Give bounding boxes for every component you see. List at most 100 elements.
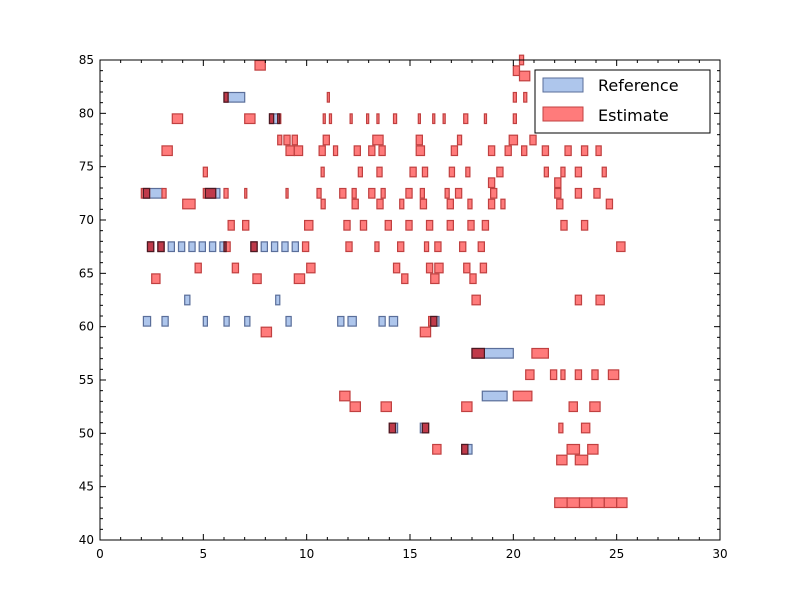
estimate-note [326,91,330,103]
estimate-note [444,187,450,199]
estimate-note [353,145,362,157]
estimate-note [531,347,550,359]
estimate-note [320,198,326,210]
estimate-note [328,113,333,125]
estimate-note [244,187,248,199]
estimate-note [523,91,528,103]
estimate-note [461,401,473,413]
estimate-note [332,145,339,157]
estimate-note [446,219,455,231]
estimate-note [182,198,196,210]
y-tick-label: 45 [79,480,94,494]
estimate-note [366,113,370,125]
estimate-note [463,113,469,125]
reference-note [378,315,386,327]
y-tick-label: 40 [79,533,94,547]
estimate-note [483,113,488,125]
reference-note [281,241,289,253]
legend-reference-swatch [542,77,584,93]
estimate-note [587,443,599,455]
estimate-note [304,219,314,231]
estimate-note [593,187,601,199]
estimate-note [415,134,424,146]
y-tick-label: 75 [79,160,94,174]
estimate-note [242,219,250,231]
estimate-note [368,187,376,199]
estimate-note [529,134,537,146]
estimate-note [161,187,167,199]
estimate-note [227,219,235,231]
y-tick-label: 85 [79,53,94,67]
reference-note [388,315,399,327]
estimate-note [419,326,432,338]
y-tick-label: 60 [79,320,94,334]
y-tick-label: 65 [79,266,94,280]
estimate-note [454,187,463,199]
estimate-note [322,113,326,125]
estimate-note [601,166,607,178]
reference-note [188,241,196,253]
estimate-note [415,145,426,157]
overlap-note [157,241,165,253]
estimate-note [397,241,405,253]
estimate-note [419,198,428,210]
legend-estimate-label: Estimate [598,106,669,125]
estimate-note [554,187,562,199]
estimate-note [419,187,425,199]
estimate-note [318,145,326,157]
estimate-note [574,294,583,306]
estimate-note [285,187,289,199]
estimate-note [566,497,581,509]
estimate-note [339,390,351,402]
estimate-note [434,262,444,274]
estimate-note [376,113,380,125]
estimate-note [161,145,173,157]
estimate-note [605,198,614,210]
overlap-note [250,241,258,253]
estimate-note [425,219,434,231]
reference-note [285,315,292,327]
estimate-note [512,91,517,103]
x-axis: 0 5 10 15 20 25 30 [96,60,728,561]
x-tick-label: 20 [506,547,521,561]
estimate-note [151,273,161,285]
estimate-note [556,198,564,210]
notes-layer [140,54,628,509]
estimate-note [194,262,202,274]
estimate-note [568,401,578,413]
estimate-note [285,145,295,157]
estimate-note [589,401,601,413]
estimate-note [291,134,299,146]
estimate-note [564,145,572,157]
reference-note [208,241,217,253]
estimate-note [525,369,535,381]
estimate-note [574,369,583,381]
estimate-note [554,177,562,189]
estimate-note [293,145,304,157]
estimate-note [549,369,558,381]
estimate-note [500,198,506,210]
reference-note [161,315,169,327]
reference-note [184,294,191,306]
estimate-note [496,166,504,178]
estimate-note [392,262,401,274]
estimate-note [223,187,229,199]
estimate-note [467,198,473,210]
y-tick-label: 55 [79,373,94,387]
estimate-note [283,134,291,146]
estimate-note [401,273,409,285]
x-tick-label: 5 [200,547,208,561]
estimate-note [293,273,306,285]
estimate-note [520,145,528,157]
x-tick-label: 25 [609,547,624,561]
estimate-note [359,219,368,231]
estimate-note [357,166,363,178]
reference-note [223,315,230,327]
estimate-note [465,166,471,178]
overlap-note [268,113,275,125]
estimate-note [469,273,477,285]
estimate-note [487,198,496,210]
y-axis: 40 45 50 55 60 65 70 75 80 85 [79,53,720,547]
reference-note [291,241,300,253]
